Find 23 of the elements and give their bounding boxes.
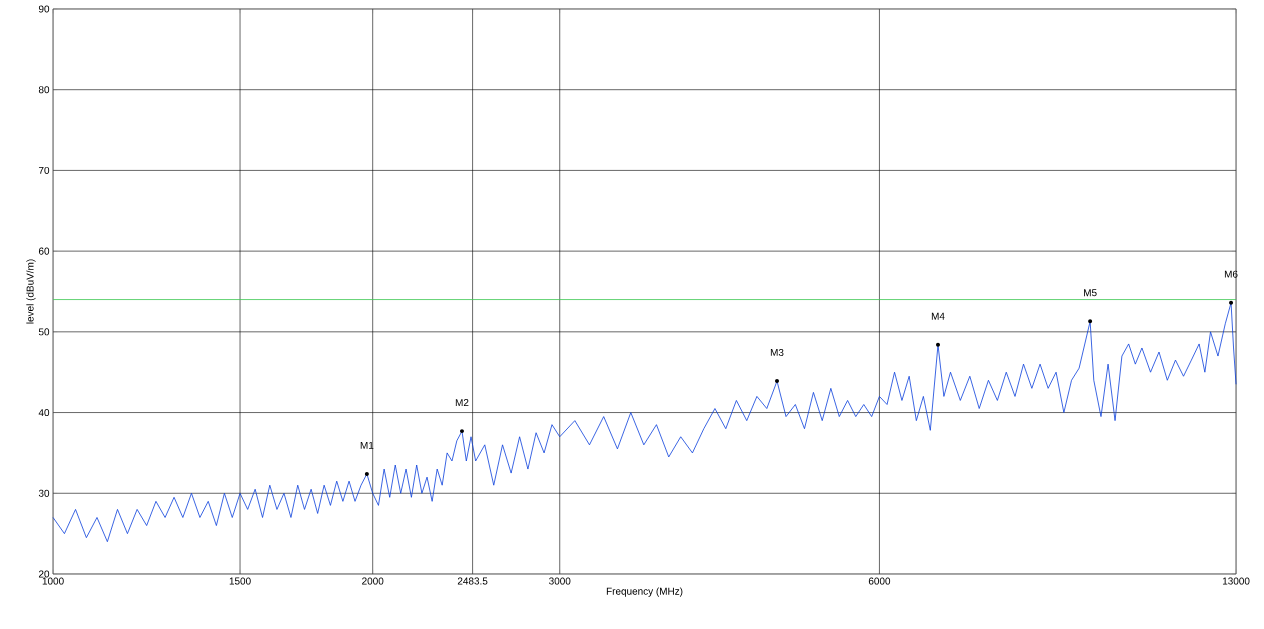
annotation: M5 [1084, 289, 1097, 297]
y-tick-label: 20 [38, 570, 50, 578]
annotation: M4 [931, 312, 945, 320]
x-tick-label: 3000 [549, 577, 571, 585]
y-tick-label: 30 [38, 489, 50, 497]
y-tick-label: 60 [38, 247, 50, 255]
annotation: M6 [1224, 270, 1238, 278]
x-tick-label: 1000 [42, 577, 64, 585]
x-tick-label: 13000 [1222, 577, 1250, 585]
x-tick-label: 1500 [229, 577, 251, 585]
annotation: M1 [360, 441, 374, 449]
y-tick-label: 40 [38, 409, 50, 417]
y-tick-label: 70 [38, 166, 50, 174]
annotation: M2 [455, 399, 469, 407]
y-tick-label: 50 [38, 328, 50, 336]
x-tick-label: 2000 [362, 577, 384, 585]
x-axis-title: Frequency (MHz) [606, 587, 683, 597]
x-tick-label: 6000 [868, 577, 891, 585]
x-tick-label: 2483.5 [457, 577, 488, 585]
y-tick-label: 90 [38, 5, 50, 13]
y-axis-title: level (dBuV/m) [26, 259, 36, 324]
y-tick-label: 80 [38, 86, 50, 94]
annotation: M3 [770, 348, 784, 356]
